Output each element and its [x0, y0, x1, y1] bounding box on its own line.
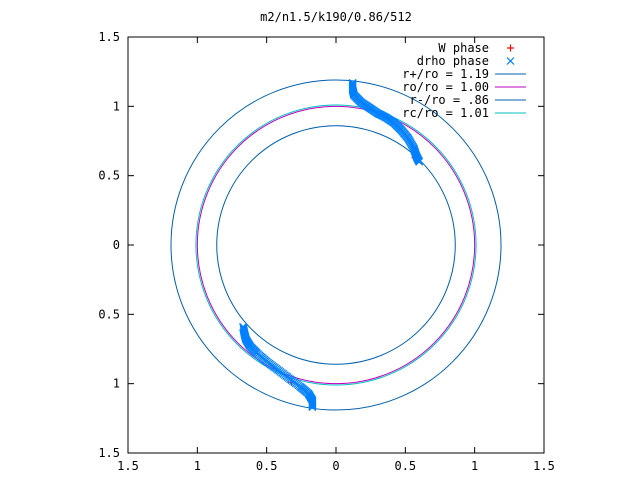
y-tick-label: 1.5 [98, 30, 120, 44]
circle-r3 [196, 105, 476, 385]
drho-point [415, 157, 424, 166]
drho-point-d2 [308, 399, 317, 408]
drho-point [308, 401, 317, 410]
legend-label: drho phase [417, 54, 489, 68]
x-tick-label: 1.5 [117, 459, 139, 473]
drho-point [308, 403, 317, 412]
axis-ticks: 1.5 1 0.5 0 0.5 1 1.51.510.500.511.5 [98, 30, 555, 473]
x-tick-label: 0.5 [394, 459, 416, 473]
y-tick-label: 1 [113, 99, 120, 113]
point-series [239, 78, 424, 412]
drho-point-d2 [308, 400, 317, 409]
y-tick-label: 0.5 [98, 169, 120, 183]
drho-point [308, 399, 317, 408]
chart-title: m2/n1.5/k190/0.86/512 [260, 10, 412, 24]
y-tick-label: 0 [113, 238, 120, 252]
y-tick-label: 0.5 [98, 307, 120, 321]
legend-label: rc/ro = 1.01 [402, 106, 489, 120]
legend-marker [506, 57, 515, 65]
y-tick-label: 1 [113, 377, 120, 391]
drho-point [308, 400, 317, 409]
drho-point-d2 [308, 401, 317, 410]
drho-point [308, 402, 317, 411]
drho-point-d2 [308, 403, 317, 412]
x-tick-label: 1 [471, 459, 478, 473]
x-tick-label: 1 [194, 459, 201, 473]
circle-r5 [195, 104, 477, 386]
x-tick-label: 0 [332, 459, 339, 473]
x-tick-label: 1.5 [533, 459, 555, 473]
legend-label: ro/ro = 1.00 [402, 80, 489, 94]
y-tick-label: 1.5 [98, 446, 120, 460]
circle-r4 [216, 125, 456, 365]
circle-series [170, 79, 502, 411]
drho-point-d2 [308, 402, 317, 411]
legend-marker-d2 [506, 57, 515, 65]
drho-point-d2 [415, 157, 424, 166]
legend-label: W phase [438, 41, 489, 55]
x-tick-label: 0.5 [256, 459, 278, 473]
legend-marker [507, 44, 514, 52]
legend-label: r+/ro = 1.19 [402, 67, 489, 81]
legend-label: r-/ro = .86 [410, 93, 489, 107]
circle-r2 [170, 79, 502, 411]
